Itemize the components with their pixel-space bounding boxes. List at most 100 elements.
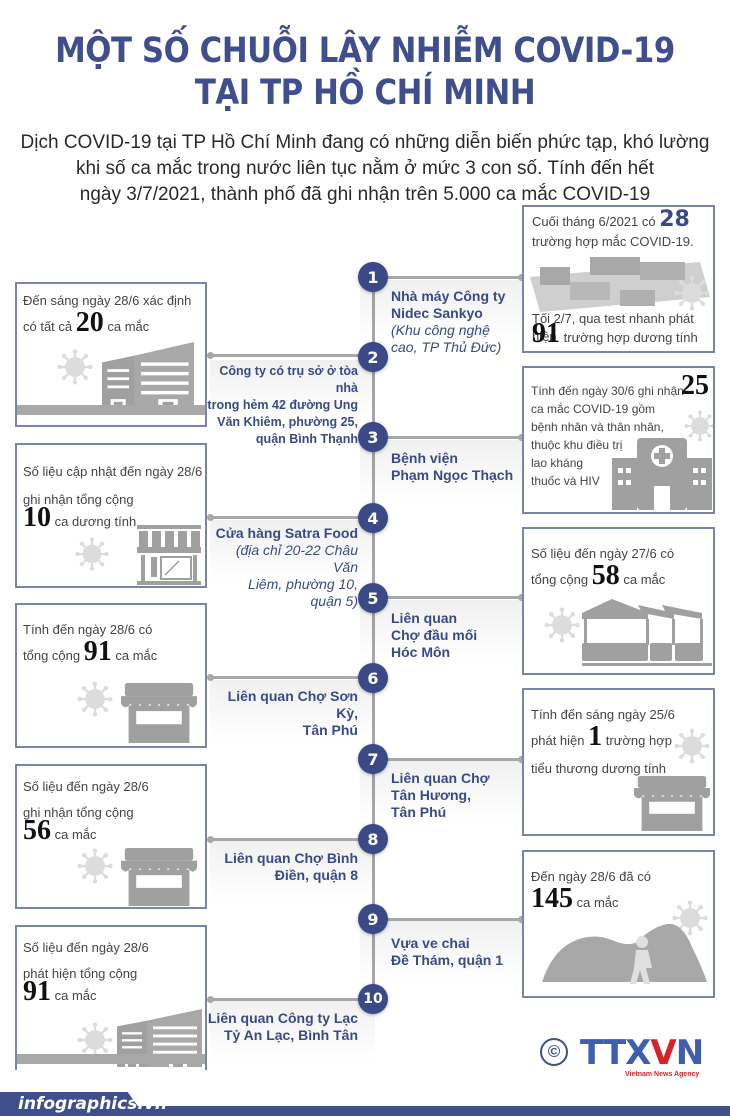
box-text: 56 ca mắc (23, 817, 97, 845)
box-text: Tính đến ngày 28/6 có (23, 622, 153, 637)
case-count: 28 (659, 207, 690, 232)
label-line: Văn Khiêm, phường 25, (217, 415, 358, 429)
timeline-node-6: 6 (358, 663, 388, 693)
page-title: MỘT SỐ CHUỖI LÂY NHIỄM COVID-19 TẠI TP H… (44, 30, 686, 114)
virus-icon (77, 848, 113, 884)
connector-7 (374, 756, 525, 763)
label-line: Liên quan Chợ Bình (224, 850, 358, 866)
label-line: Nhà máy Công ty (391, 288, 506, 304)
label-sub: Liêm, phường 10, (248, 576, 358, 592)
chain-label-4: Cửa hàng Satra Food (địa chỉ 20-22 Châu … (210, 525, 358, 610)
connector-3 (374, 434, 525, 441)
virus-icon (544, 607, 580, 643)
shade (360, 440, 525, 500)
shade (210, 360, 375, 420)
shade (210, 840, 375, 900)
timeline-node-9: 9 (358, 904, 388, 934)
box-text: ca mắc (576, 895, 619, 910)
logo-tagline: Vietnam News Agency (625, 1071, 700, 1078)
chain-label-3: Bệnh viện Phạm Ngọc Thạch (391, 450, 531, 484)
shade (360, 760, 525, 820)
case-count: 91 (532, 318, 560, 349)
label-line: Tân Hương, (391, 787, 471, 803)
box-text: lao kháng (531, 456, 584, 470)
box-text: ca mắc (115, 648, 158, 663)
chain-label-8: Liên quan Chợ Bình Điền, quận 8 (205, 850, 358, 884)
market-stalls-icon (582, 599, 712, 666)
connector-10 (207, 996, 374, 1003)
intro-line-1: Dịch COVID-19 tại TP Hồ Chí Minh đang có… (20, 132, 710, 153)
case-count: 25 (681, 370, 709, 401)
case-count: 56 (23, 815, 51, 846)
label-line: quận Bình Thạnh (255, 432, 358, 446)
shade (210, 680, 375, 740)
box-text: Tính đến ngày 30/6 ghi nhận (531, 384, 684, 398)
market-awning-icon (634, 776, 710, 831)
shade (360, 280, 525, 340)
intro-line-2: khi số ca mắc trong nước liên tục nằm ở … (75, 158, 655, 179)
box-text: có tất cả (23, 319, 73, 334)
label-line: Bệnh viện (391, 450, 458, 466)
connector-2 (207, 352, 374, 359)
case-count: 145 (531, 883, 573, 914)
box-text: 10 ca dương tính (23, 504, 136, 532)
label-line: Liên quan Chợ Sơn Kỳ, (227, 688, 358, 721)
timeline-node-1: 1 (358, 262, 388, 292)
info-box-6: Tính đến ngày 28/6 có tổng cộng 91 ca mắ… (15, 603, 207, 748)
label-line: Tỷ An Lạc, Bình Tân (223, 1027, 358, 1043)
label-line: Nidec Sankyo (391, 305, 483, 321)
chain-label-10: Liên quan Công ty Lạc Tỷ An Lạc, Bình Tâ… (200, 1010, 358, 1044)
timeline-line (372, 275, 375, 1000)
footer-site-link[interactable]: infographics.vn (18, 1094, 167, 1114)
ttxvn-logo: TTXVN (580, 1036, 704, 1070)
box-text: trường hợp dương tính (563, 330, 698, 345)
box-text: ca mắc (107, 319, 150, 334)
virus-icon (674, 275, 710, 311)
box-text: Số liệu đến ngày 27/6 có (531, 546, 675, 561)
info-box-9: Đến ngày 28/6 đã có 145 ca mắc (522, 850, 715, 998)
timeline-node-8: 8 (358, 824, 388, 854)
box-text: bệnh nhân và thân nhân, (531, 420, 664, 434)
shade (360, 920, 525, 980)
chain-label-5: Liên quan Chợ đầu mối Hóc Môn (391, 610, 531, 661)
intro-paragraph: Dịch COVID-19 tại TP Hồ Chí Minh đang có… (10, 130, 720, 208)
info-box-10: Số liệu đến ngày 28/6 phát hiện tổng cộn… (15, 925, 207, 1070)
label-sub: (Khu công nghệ (391, 322, 490, 338)
box-text: Số liệu cập nhật đến ngày 28/6 (23, 464, 203, 479)
timeline-node-10: 10 (358, 984, 388, 1014)
shade (360, 600, 525, 660)
box-text: phát hiện tổng cộng (23, 966, 138, 981)
info-box-1: Cuối tháng 6/2021 có 28 trường hợp mắc C… (522, 205, 715, 353)
chain-label-1: Nhà máy Công ty Nidec Sankyo (Khu công n… (391, 288, 531, 356)
hospital-icon (612, 438, 712, 510)
virus-icon (75, 537, 109, 571)
scrap-pile-person-icon (542, 923, 707, 984)
label-line: Hóc Môn (391, 644, 451, 660)
box-text: ghi nhận tổng cộng (23, 492, 134, 507)
box-text: Tính đến sáng ngày 25/6 (531, 707, 675, 722)
ground (17, 405, 205, 415)
virus-icon (674, 728, 710, 764)
label-sub: (địa chỉ 20-22 Châu Văn (235, 542, 358, 575)
box-text: 91 trường hợp dương tính (532, 320, 698, 348)
factory-icon (530, 257, 710, 312)
timeline-node-4: 4 (358, 503, 388, 533)
market-awning-icon (121, 848, 197, 906)
label-sub: quận 5) (310, 593, 358, 609)
chain-label-6: Liên quan Chợ Sơn Kỳ, Tân Phú (205, 688, 358, 739)
box-text: Số liệu đến ngày 28/6 (23, 940, 149, 955)
box-text: phát hiện (531, 733, 585, 748)
case-count: 10 (23, 502, 51, 533)
box-text: Số liệu đến ngày 28/6 (23, 779, 149, 794)
shade (210, 520, 375, 580)
box-text: ca mắc (54, 827, 97, 842)
storefront-icon (137, 525, 201, 585)
office-building-icon (102, 342, 194, 410)
case-count: 58 (591, 560, 620, 591)
timeline-node-5: 5 (358, 583, 388, 613)
label-line: trong hẻm 42 đường Ung (207, 398, 358, 412)
box-text: phát hiện 1 trường hợp (531, 723, 672, 751)
box-text: tiểu thương dương tính (531, 761, 666, 776)
info-box-7: Tính đến sáng ngày 25/6 phát hiện 1 trườ… (522, 688, 715, 836)
info-box-4: Số liệu cập nhật đến ngày 28/6 ghi nhận … (15, 443, 207, 588)
